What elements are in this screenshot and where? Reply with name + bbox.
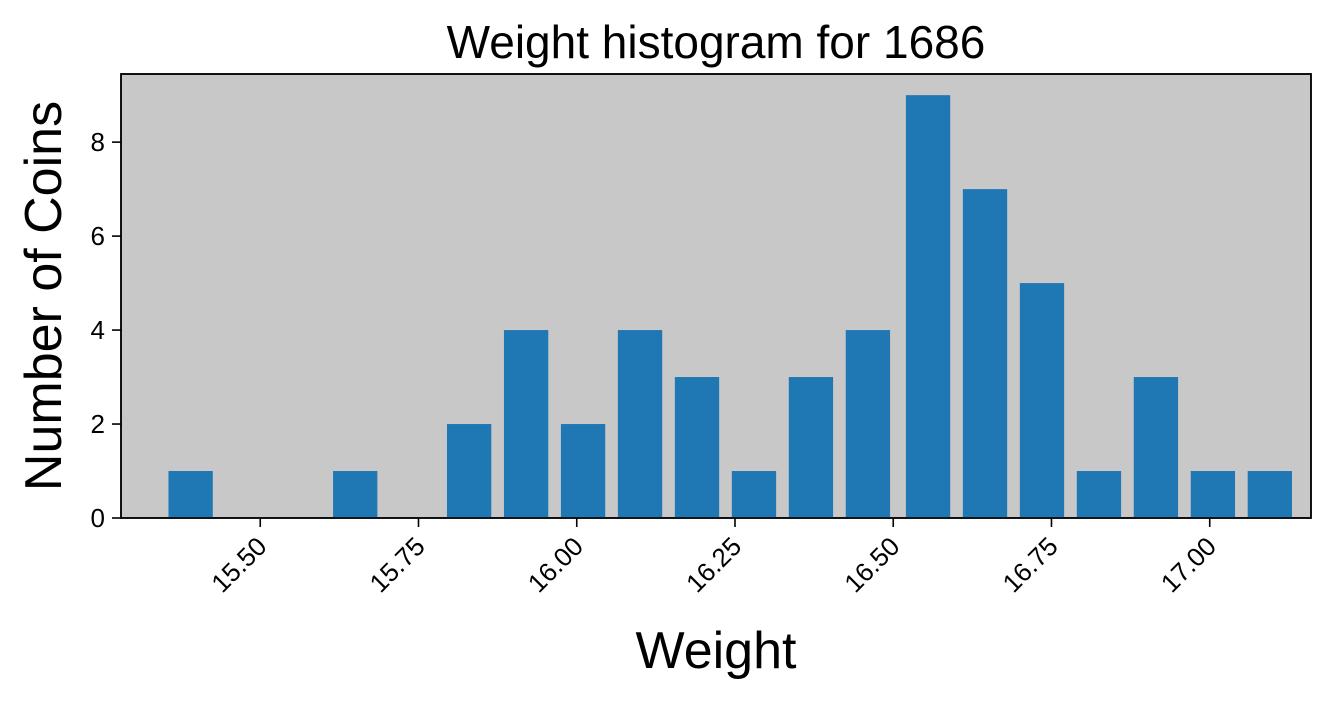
x-tick-label: 15.50 [205, 531, 272, 598]
bar-3 [503, 330, 549, 518]
bar-6 [674, 377, 720, 518]
y-tick-label: 8 [91, 127, 105, 157]
y-tick-label: 4 [91, 315, 105, 345]
chart-title: Weight histogram for 1686 [447, 16, 986, 68]
bar-5 [617, 330, 663, 518]
bar-0 [168, 471, 213, 518]
y-tick-label: 6 [91, 221, 105, 251]
bar-1 [333, 471, 378, 518]
bar-8 [788, 377, 834, 518]
bar-7 [731, 471, 777, 518]
x-tick-label: 16.25 [680, 531, 747, 598]
bar-9 [845, 330, 891, 518]
bar-12 [1019, 283, 1065, 518]
y-tick-label: 0 [91, 503, 105, 533]
x-tick-label: 15.75 [364, 531, 431, 598]
y-tick-label: 2 [91, 409, 105, 439]
x-tick-label: 16.00 [522, 531, 589, 598]
bar-15 [1190, 471, 1236, 518]
bar-10 [905, 95, 951, 519]
bar-11 [962, 189, 1008, 518]
y-axis-label: Number of Coins [15, 101, 73, 491]
bars-group [168, 95, 1293, 519]
plot-frame [120, 73, 1312, 519]
y-axis-ticks: 0 2 4 6 8 [91, 127, 121, 533]
bar-13 [1076, 471, 1122, 518]
x-tick-label: 17.00 [1155, 531, 1222, 598]
x-tick-label: 16.50 [838, 531, 905, 598]
bar-16 [1247, 471, 1293, 518]
bar-2 [446, 424, 492, 518]
x-axis-ticks: 15.50 15.75 16.00 16.25 16.50 16.75 17.00 [205, 518, 1222, 598]
x-tick-label: 16.75 [996, 531, 1063, 598]
bar-4 [560, 424, 606, 518]
bar-14 [1133, 377, 1179, 518]
x-axis-label: Weight [636, 622, 797, 680]
